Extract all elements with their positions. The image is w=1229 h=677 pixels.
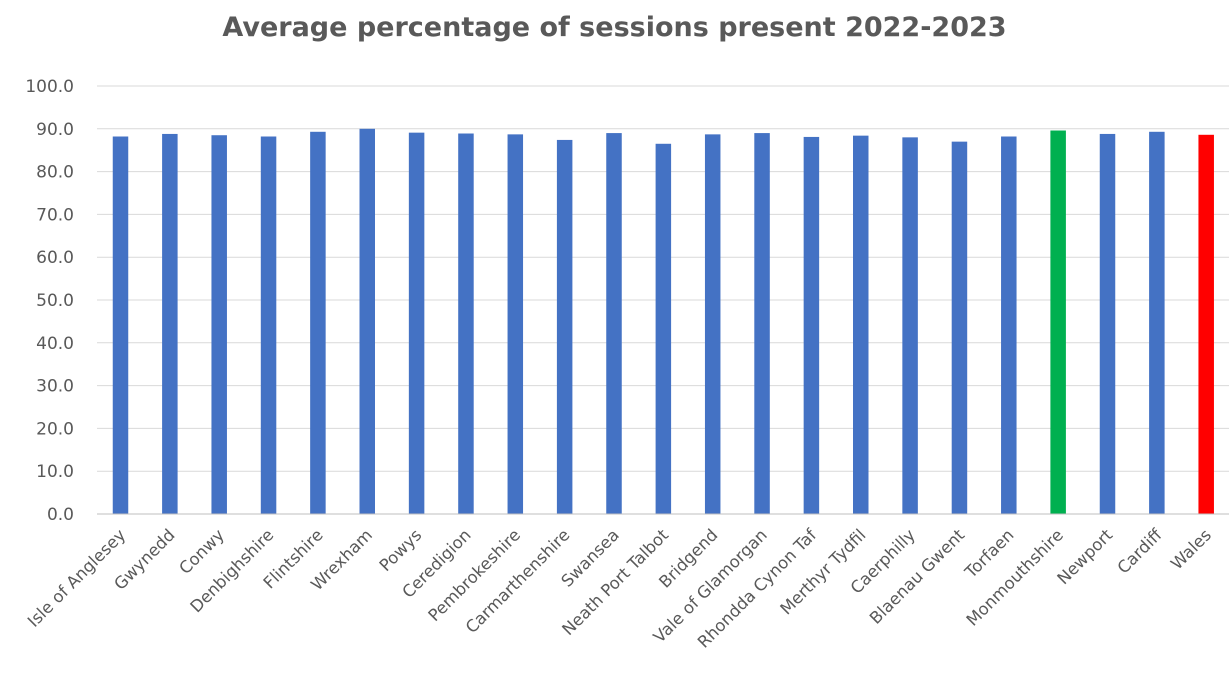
y-tick-label: 30.0 [36,377,74,397]
bar [1099,133,1116,514]
y-tick-label: 70.0 [36,205,74,225]
bar [1198,134,1214,515]
bar [1001,136,1017,514]
bar [310,131,326,514]
bar [408,132,425,515]
bar [556,139,573,515]
bar [754,133,770,514]
y-tick-label: 10.0 [36,462,74,482]
y-tick-label: 50.0 [36,291,74,311]
bar [606,133,622,514]
bar [1050,130,1066,514]
bar [951,141,968,514]
bar [803,136,820,514]
bar [162,133,178,514]
bar [853,135,869,514]
bar [359,128,375,515]
x-category-label: Newport [1054,525,1117,588]
bar [704,134,721,514]
x-category-label: Cardiff [1114,525,1166,577]
x-axis-category-labels: Isle of AngleseyGwyneddConwyDenbighshire… [24,525,1215,652]
bar [507,134,524,514]
y-tick-label: 40.0 [36,334,74,354]
y-tick-label: 80.0 [36,163,74,183]
bar [260,136,277,514]
y-tick-label: 90.0 [36,120,74,140]
x-category-label: Wales [1167,525,1215,573]
bar [655,143,672,514]
bars [112,128,1214,515]
y-axis-tick-labels: 0.0 10.0 20.0 30.0 40.0 50.0 60.0 70.0 80.0 90.0 1… [25,77,74,525]
bar [211,135,227,514]
bar [902,137,918,515]
y-tick-label: 100.0 [25,77,74,97]
y-tick-label: 0.0 [47,505,74,525]
chart-title: Average percentage of sessions present 2… [222,12,1007,43]
x-category-label: Merthyr Tydfil [777,525,870,618]
y-tick-label: 20.0 [36,419,74,439]
bar [1149,131,1165,514]
bar [458,133,474,514]
y-tick-label: 60.0 [36,248,74,268]
bar [112,136,129,514]
